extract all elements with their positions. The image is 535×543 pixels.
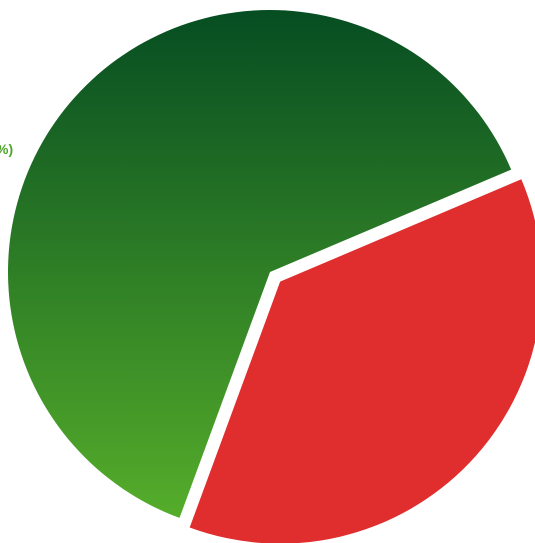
pie-slice-red <box>189 179 535 543</box>
pie-slice-green <box>8 9 512 518</box>
pie-slice-label: %) <box>0 141 14 157</box>
